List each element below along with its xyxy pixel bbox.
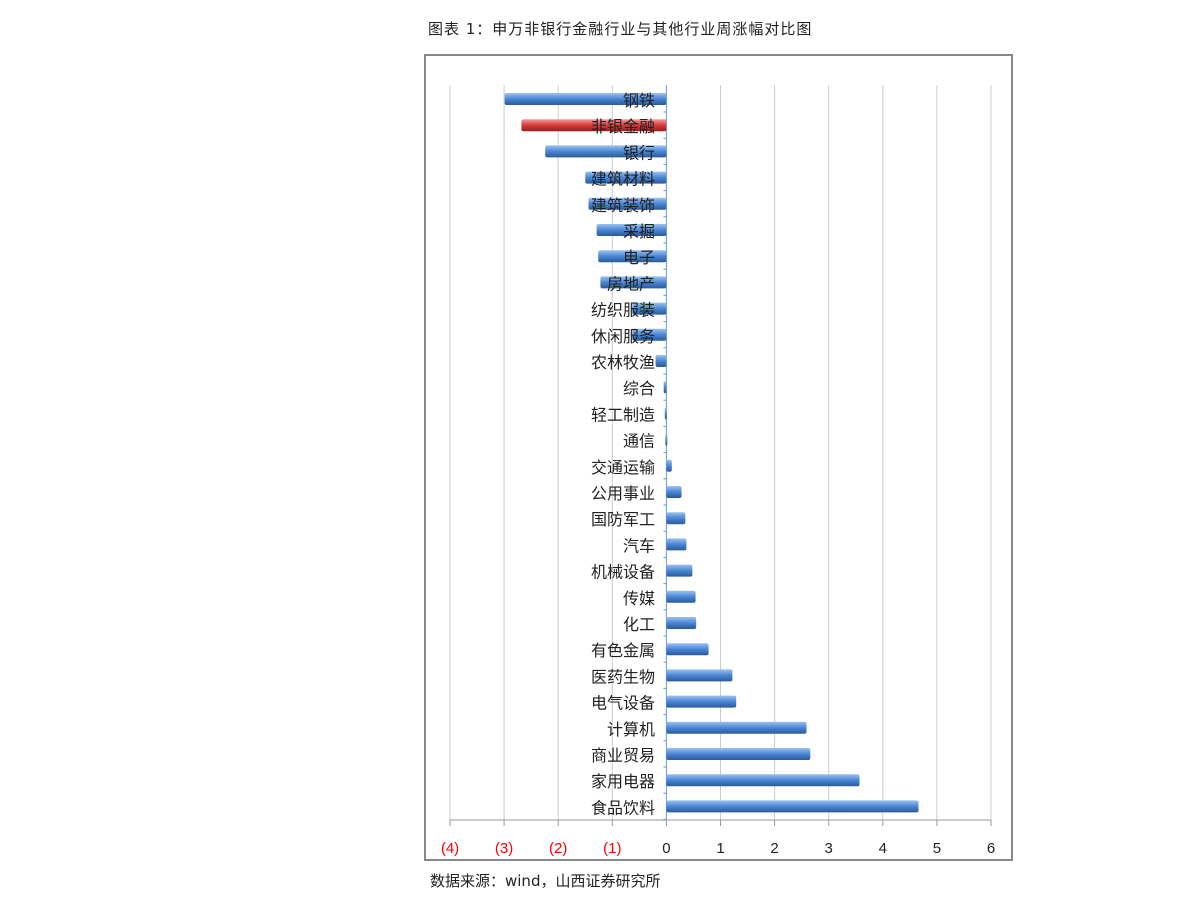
- bar: [666, 459, 672, 472]
- category-label: 公用事业: [591, 484, 655, 503]
- bar: [664, 407, 667, 420]
- bar: [665, 433, 668, 446]
- x-tick-label: 0: [662, 840, 670, 857]
- x-tick-label: 5: [933, 840, 941, 857]
- category-label: 房地产: [607, 274, 655, 293]
- bar: [666, 512, 686, 525]
- category-label: 传媒: [623, 589, 655, 608]
- category-label: 有色金属: [591, 641, 655, 660]
- category-label: 国防军工: [591, 510, 655, 529]
- category-label: 食品饮料: [591, 798, 655, 817]
- category-label: 轻工制造: [591, 405, 655, 424]
- category-label: 农林牧渔: [591, 353, 655, 372]
- source-note: 数据来源：wind，山西证券研究所: [430, 872, 661, 890]
- bar: [666, 538, 687, 551]
- category-label: 化工: [623, 615, 655, 634]
- x-tick-label: 6: [987, 840, 995, 857]
- bar: [545, 145, 667, 158]
- category-label: 休闲服务: [591, 327, 655, 346]
- bar: [666, 643, 709, 656]
- bar: [663, 381, 667, 394]
- category-label: 纺织服装: [591, 301, 655, 320]
- bar: [588, 197, 667, 210]
- category-label: 汽车: [623, 536, 655, 555]
- category-label: 通信: [623, 432, 655, 451]
- bar: [666, 695, 737, 708]
- category-label: 医药生物: [591, 667, 655, 686]
- x-tick-label: 1: [716, 840, 724, 857]
- bar: [666, 748, 811, 760]
- category-label: 建筑材料: [591, 170, 655, 189]
- bar: [666, 564, 693, 577]
- bar: [504, 93, 667, 105]
- chart-title: 图表 1：申万非银行金融行业与其他行业周涨幅对比图: [428, 20, 813, 38]
- bar: [666, 590, 696, 603]
- x-tick-label: (4): [441, 840, 459, 857]
- bar: [521, 119, 667, 132]
- x-tick-label: (3): [495, 840, 513, 857]
- category-label: 综合: [623, 379, 655, 398]
- x-tick-label: 4: [879, 840, 887, 857]
- category-label: 商业贸易: [591, 746, 655, 765]
- bar: [632, 302, 667, 315]
- category-label: 非银金融: [591, 117, 655, 136]
- bar: [655, 355, 667, 367]
- category-label: 家用电器: [591, 772, 655, 791]
- bar: [666, 721, 807, 734]
- bar: [632, 328, 667, 341]
- bar: [666, 669, 733, 682]
- plot-frame: [424, 54, 1013, 861]
- category-label: 机械设备: [591, 563, 655, 582]
- category-label: 电气设备: [591, 694, 655, 713]
- category-label: 银行: [623, 143, 655, 162]
- bar: [598, 250, 667, 263]
- x-tick-label: 3: [825, 840, 833, 857]
- category-label: 钢铁: [623, 91, 655, 110]
- category-label: 计算机: [607, 720, 655, 739]
- category-label: 采掘: [623, 222, 655, 241]
- bar: [585, 171, 667, 184]
- category-label: 交通运输: [591, 458, 655, 477]
- x-tick-label: (1): [603, 840, 621, 857]
- bar: [666, 800, 919, 813]
- x-tick-label: (2): [549, 840, 567, 857]
- bar: [600, 276, 667, 289]
- bar: [666, 617, 697, 629]
- bar: [596, 224, 667, 236]
- category-label: 电子: [623, 248, 655, 267]
- bar: [666, 774, 860, 787]
- bar: [666, 486, 682, 498]
- category-label: 建筑装饰: [591, 196, 655, 215]
- x-tick-label: 2: [770, 840, 778, 857]
